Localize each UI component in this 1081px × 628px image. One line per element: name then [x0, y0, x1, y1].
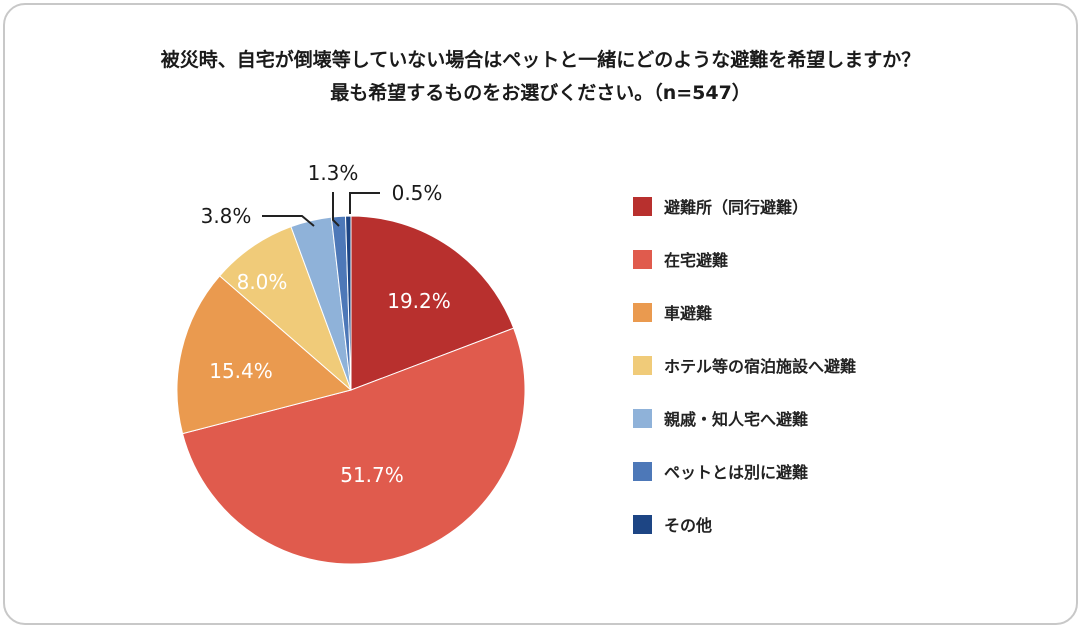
legend-swatch	[633, 461, 652, 481]
legend-item-2: 車避難	[633, 299, 856, 325]
legend-label: ペットとは別に避難	[664, 463, 809, 482]
legend-swatch	[633, 408, 652, 428]
legend-item-1: 在宅避難	[633, 246, 856, 272]
data-label-4: 3.8%	[201, 204, 252, 228]
legend-label: その他	[664, 516, 713, 535]
pie-slice-2	[176, 275, 353, 435]
leader-line-4	[262, 215, 315, 227]
data-label-5: 1.3%	[308, 161, 359, 185]
legend-item-3: ホテル等の宿泊施設へ避難	[633, 352, 856, 378]
legend-item-6: その他	[633, 511, 856, 537]
legend-swatch	[633, 355, 652, 375]
pie-slice-6	[345, 215, 352, 391]
legend-item-5: ペットとは別に避難	[633, 458, 856, 484]
chart-legend: 避難所（同行避難） 在宅避難車避難ホテル等の宿泊施設へ避難 親戚・知人宅へ避難 ペット…	[633, 193, 856, 564]
leader-line-6	[349, 192, 380, 214]
leader-line-5	[332, 192, 340, 227]
pie-slice-1	[181, 327, 526, 565]
data-label-1: 51.7%	[340, 463, 404, 487]
legend-swatch	[633, 302, 652, 322]
chart-frame	[3, 3, 1078, 625]
data-label-6: 0.5%	[392, 181, 443, 205]
data-label-2: 15.4%	[209, 359, 273, 383]
legend-swatch	[633, 249, 652, 269]
legend-swatch	[633, 196, 652, 216]
legend-swatch	[633, 514, 652, 534]
data-label-3: 8.0%	[237, 270, 288, 294]
legend-label: ホテル等の宿泊施設へ避難	[664, 357, 857, 376]
pie-slice-0	[350, 215, 515, 391]
chart-title: 被災時、自宅が倒壊等していない場合はペットと一緒にどのような避難を希望しますか？	[160, 49, 921, 71]
chart-subtitle: 最も希望するものをお選びください。（n=547）	[330, 82, 751, 104]
data-label-0: 19.2%	[387, 289, 451, 313]
legend-label: 在宅避難	[664, 251, 729, 270]
legend-label: 避難所（同行避難）	[664, 198, 809, 217]
legend-item-0: 避難所（同行避難）	[633, 193, 856, 219]
chart-title-block: 被災時、自宅が倒壊等していない場合はペットと一緒にどのような避難を希望しますか？…	[0, 44, 1081, 110]
legend-label: 車避難	[664, 304, 713, 323]
legend-item-4: 親戚・知人宅へ避難	[633, 405, 856, 431]
legend-label: 親戚・知人宅へ避難	[664, 410, 809, 429]
